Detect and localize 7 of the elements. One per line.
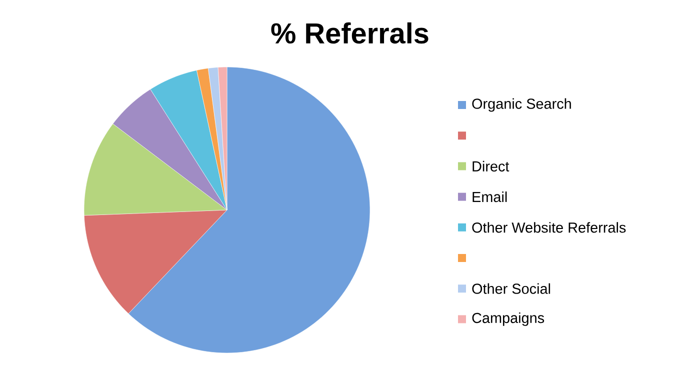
legend-label: Other Website Referrals — [472, 222, 626, 233]
chart-title: % Referrals — [271, 22, 428, 44]
legend-label: Organic Search — [472, 98, 571, 112]
legend-label: Direct — [472, 160, 510, 172]
legend-label: Email — [472, 191, 507, 202]
legend-label: Campaigns — [472, 312, 544, 326]
legend-label: Other Social — [472, 283, 550, 294]
